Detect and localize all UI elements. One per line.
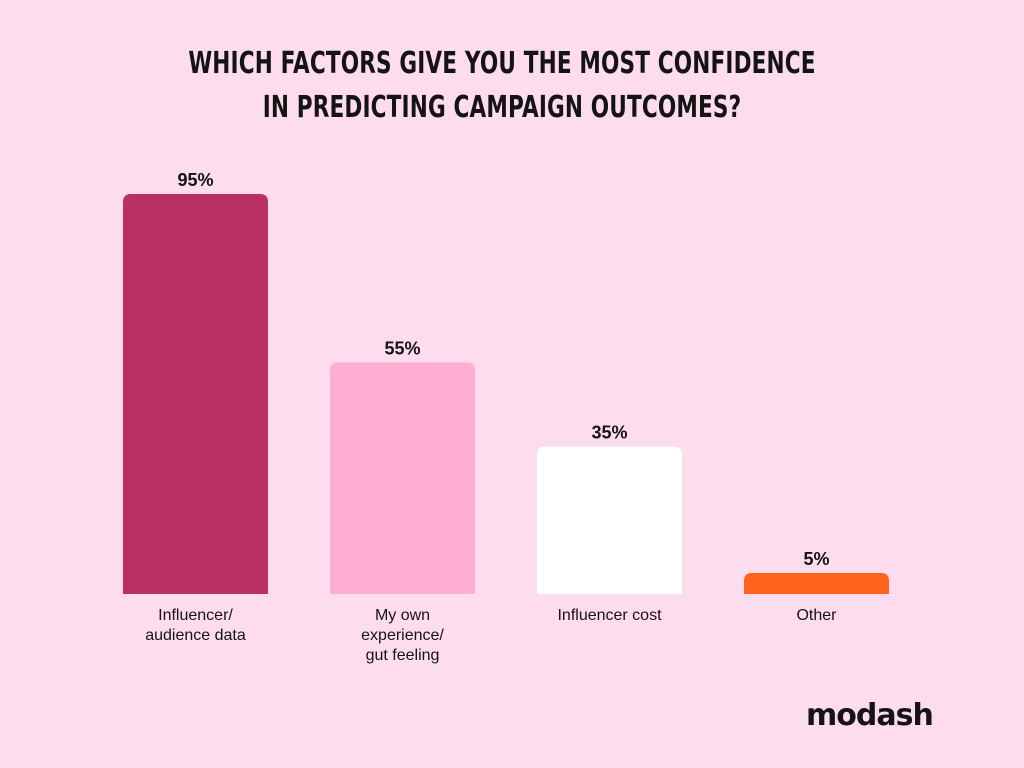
category-label-line: gut feeling xyxy=(366,647,440,664)
category-label-line: Influencer/ xyxy=(158,607,233,624)
category-label-line: My own xyxy=(375,607,430,624)
brand-logo: modash xyxy=(806,698,934,733)
category-label-line: audience data xyxy=(145,627,246,644)
bar-influencer-audience-data xyxy=(123,194,268,594)
value-label-my-own-experience-gut-feeling: 55% xyxy=(384,338,420,358)
chart-title: Which factors give you the most confiden… xyxy=(141,42,864,130)
bar-my-own-experience-gut-feeling xyxy=(330,362,475,594)
bars-group xyxy=(123,194,889,594)
bar-other xyxy=(744,572,889,594)
value-labels-group: 95% 55% 35% 5% xyxy=(177,170,829,569)
value-label-influencer-cost: 35% xyxy=(591,423,627,443)
chart-title-line-2: in predicting campaign outcomes? xyxy=(262,90,742,125)
category-label-line: Other xyxy=(796,607,837,624)
category-labels-group: Influencer/audience data My own experience… xyxy=(145,607,837,664)
bar-influencer-cost xyxy=(537,446,682,594)
category-label-influencer-audience-data: Influencer/audience data xyxy=(145,607,246,644)
value-label-influencer-audience-data: 95% xyxy=(177,170,213,190)
value-label-other: 5% xyxy=(803,549,829,569)
category-label-line: Influencer cost xyxy=(557,607,662,624)
category-label-other: Other xyxy=(796,607,837,624)
chart-title-line-1: Which factors give you the most confiden… xyxy=(188,46,816,81)
category-label-my-own-experience-gut-feeling: My own experience/gut feeling xyxy=(361,607,444,664)
category-label-line: experience/ xyxy=(361,627,444,644)
category-label-influencer-cost: Influencer cost xyxy=(557,607,662,624)
